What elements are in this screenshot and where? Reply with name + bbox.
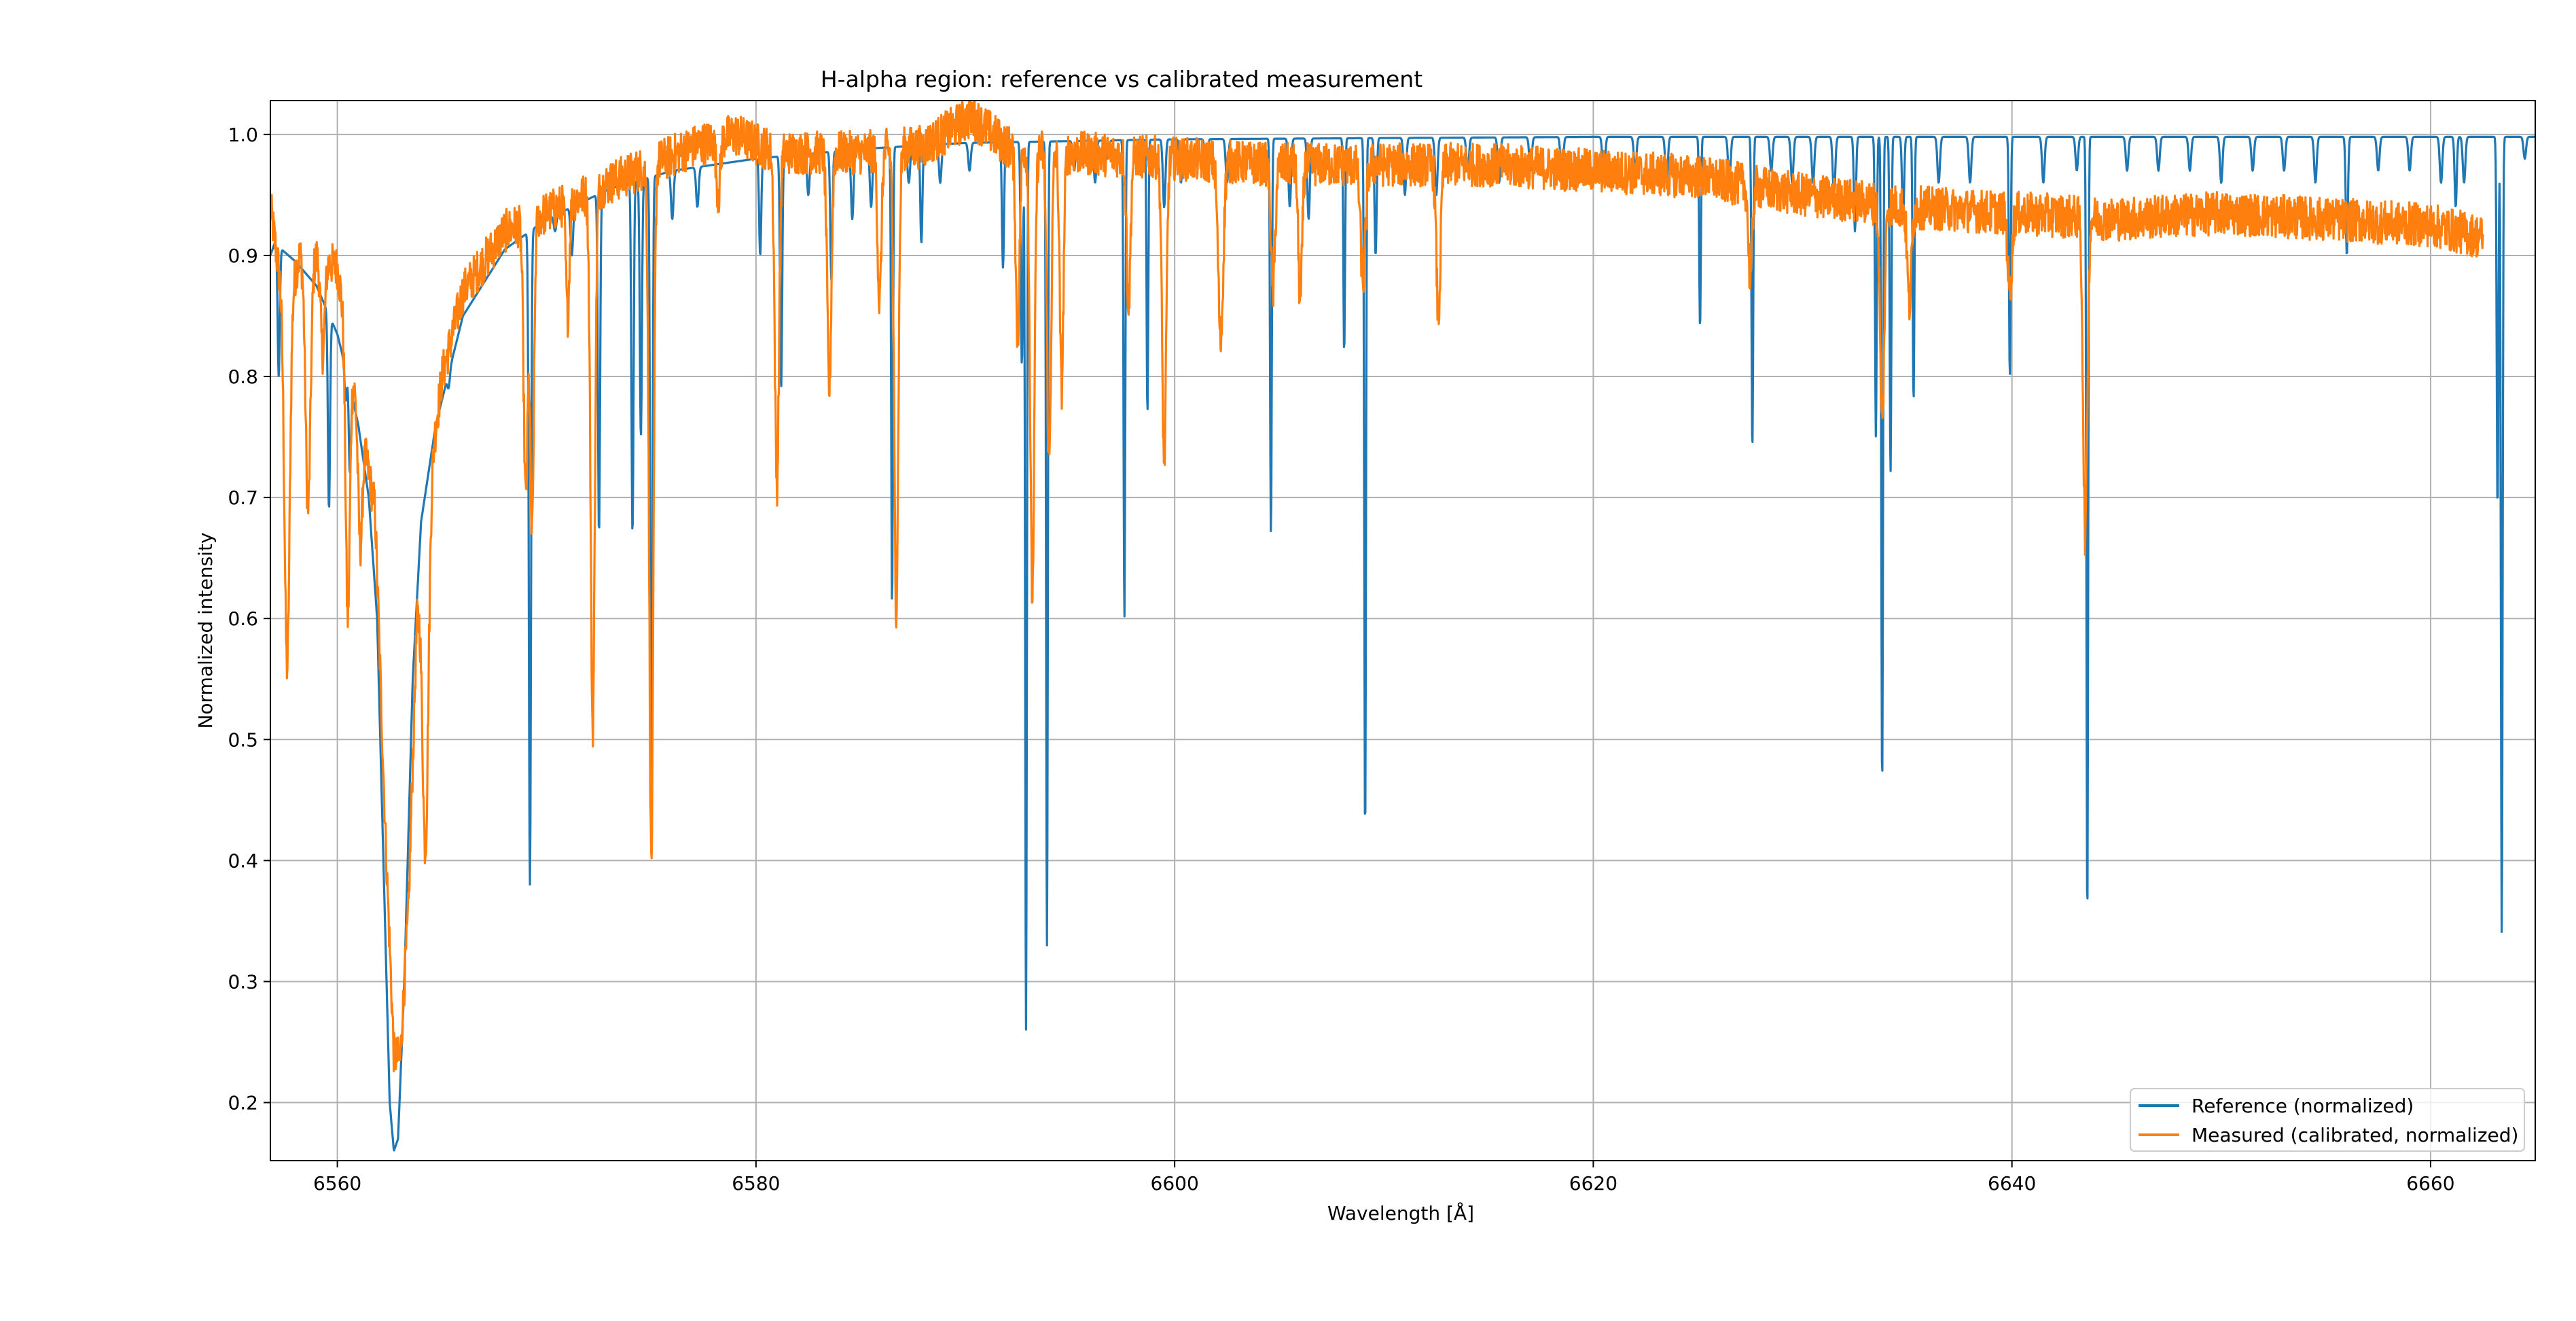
y-tick-label: 0.8 [228,366,258,388]
legend-label-reference: Reference (normalized) [2192,1095,2414,1117]
plot-series [270,101,2535,1152]
legend: Reference (normalized) Measured (calibra… [2130,1088,2525,1152]
y-tick-label: 0.4 [228,849,258,872]
x-tick-label: 6600 [1151,1172,1199,1195]
x-axis-label: Wavelength [Å] [1327,1201,1474,1225]
axes-frame [270,100,2536,1161]
y-tick-label: 0.6 [228,607,258,630]
x-tick-label: 6560 [313,1172,361,1195]
x-tick-label: 6640 [1988,1172,2036,1195]
x-tick-label: 6580 [732,1172,780,1195]
y-tick-label: 0.7 [228,487,258,509]
axis-ticks: 6560 6580 6600 6620 6640 6660 0.2 0.3 0.4 0.5 0.6 0… [228,124,2454,1195]
series-line-measured [270,101,2484,1072]
y-tick-label: 0.2 [228,1092,258,1114]
x-tick-label: 6620 [1569,1172,1617,1195]
grid [270,101,2535,1161]
series-line-reference [270,135,2535,1152]
x-tick-label: 6660 [2406,1172,2454,1195]
legend-box [2130,1088,2525,1152]
legend-label-measured: Measured (calibrated, normalized) [2192,1124,2518,1146]
y-axis-label: Normalized intensity [194,532,217,728]
y-tick-label: 1.0 [228,124,258,146]
y-tick-label: 0.9 [228,245,258,267]
y-tick-label: 0.3 [228,970,258,993]
chart-title: H-alpha region: reference vs calibrated … [821,66,1423,92]
y-tick-label: 0.5 [228,728,258,751]
